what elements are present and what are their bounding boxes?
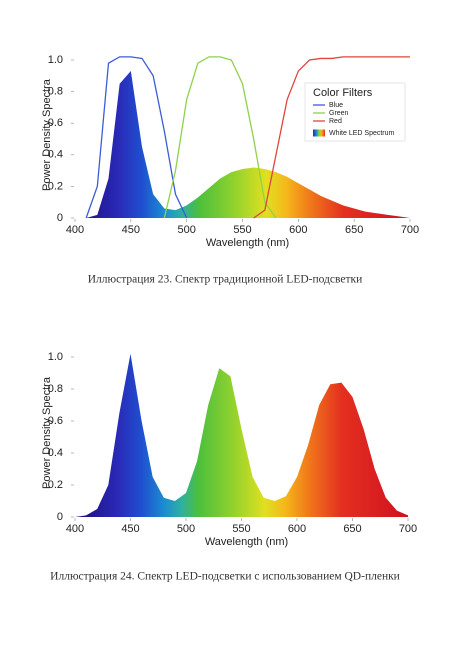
x-tick-label: 600 — [289, 224, 307, 236]
legend-label: Green — [329, 110, 349, 117]
x-tick-label: 600 — [288, 523, 306, 535]
y-tick-label: 0.4 — [48, 149, 63, 161]
y-tick-label: 0.8 — [48, 86, 63, 98]
x-axis-label: Wavelength (nm) — [206, 237, 289, 249]
x-tick-label: 700 — [399, 523, 417, 535]
legend-title: Color Filters — [313, 87, 373, 99]
x-axis-label: Wavelength (nm) — [205, 536, 288, 548]
y-axis-label: Power Density Spectra — [41, 376, 53, 489]
y-tick-label: 1.0 — [48, 54, 63, 66]
filter-line — [253, 56, 410, 219]
spectrum-area — [75, 71, 410, 218]
filter-line — [85, 56, 188, 219]
x-tick-label: 650 — [345, 224, 363, 236]
y-axis-label: Power Density Spectra — [41, 78, 53, 191]
x-tick-label: 500 — [177, 224, 195, 236]
legend-swatch — [313, 129, 325, 137]
x-tick-label: 500 — [177, 523, 195, 535]
x-tick-label: 400 — [66, 523, 84, 535]
x-tick-label: 450 — [121, 523, 139, 535]
legend-label: Red — [329, 118, 342, 125]
y-tick-label: 0.8 — [48, 383, 63, 395]
spectrum-area — [75, 353, 408, 517]
x-tick-label: 550 — [233, 224, 251, 236]
y-tick-label: 1.0 — [48, 351, 63, 363]
y-tick-label: 0 — [57, 511, 63, 523]
y-tick-label: 0.6 — [48, 415, 63, 427]
legend-label: White LED Spectrum — [329, 130, 395, 137]
y-tick-label: 0.2 — [48, 180, 63, 192]
x-tick-label: 700 — [401, 224, 419, 236]
y-tick-label: 0.6 — [48, 117, 63, 129]
x-tick-label: 550 — [232, 523, 250, 535]
x-tick-label: 450 — [122, 224, 140, 236]
y-tick-label: 0 — [57, 212, 63, 224]
y-tick-label: 0.2 — [48, 479, 63, 491]
caption: Иллюстрация 23. Спектр традиционной LED-… — [88, 274, 363, 286]
legend-label: Blue — [329, 102, 343, 109]
x-tick-label: 650 — [343, 523, 361, 535]
caption: Иллюстрация 24. Спектр LED-подсветки с и… — [50, 571, 400, 583]
y-tick-label: 0.4 — [48, 447, 63, 459]
filter-line — [163, 56, 277, 219]
x-tick-label: 400 — [66, 224, 84, 236]
